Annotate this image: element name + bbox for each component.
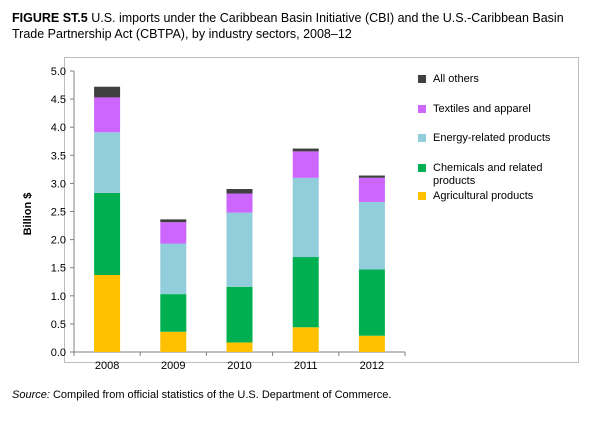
legend-item: Chemicals and related products [418,162,573,188]
y-tick-label: 0.5 [51,319,66,331]
y-tick-label: 2.5 [51,207,66,219]
y-axis-label: Billion $ [22,192,34,236]
y-tick-label: 3.5 [51,150,66,162]
y-tick-label: 1.5 [51,263,66,275]
legend-swatch [418,164,426,172]
x-tick-label: 2011 [294,360,318,372]
legend-swatch [418,75,426,83]
bar-segment [292,327,319,352]
bar-segment [226,286,253,343]
legend-item: Energy-related products [418,132,573,145]
bar-segment [292,257,319,328]
legend-item: Agricultural products [418,190,573,203]
x-tick-label: 2008 [95,360,119,372]
bar-segment [226,212,253,287]
bar-segment [160,294,187,332]
legend-label: Chemicals and related products [433,162,543,187]
bar-segment [226,193,253,213]
legend-swatch [418,134,426,142]
bar-segment [292,177,319,258]
y-tick-label: 3.0 [51,178,66,190]
source-note: Source: Compiled from official statistic… [12,389,391,401]
legend-label: Agricultural products [433,190,534,202]
legend-swatch [418,192,426,200]
y-tick-label: 4.5 [51,94,66,106]
bar-segment [358,335,385,352]
x-tick-label: 2012 [360,360,384,372]
bar-segment [226,189,253,194]
bar-segment [160,222,187,244]
bar-segment [94,192,121,276]
y-tick-label: 0.0 [51,347,66,359]
source-text: Compiled from official statistics of the… [52,389,392,401]
bar-segment [160,219,187,223]
legend-label: Textiles and apparel [433,103,531,115]
chart-frame [64,57,579,363]
y-tick-label: 1.0 [51,291,66,303]
legend-item: Textiles and apparel [418,103,573,116]
bar-segment [94,97,121,133]
x-tick-label: 2010 [227,360,251,372]
bar-segment [94,132,121,193]
legend-label: All others [433,73,479,85]
bar-segment [358,175,385,178]
figure-title-text: U.S. imports under the Caribbean Basin I… [12,11,564,41]
chart-title: FIGURE ST.5 U.S. imports under the Carib… [12,10,572,42]
bar-segment [94,86,121,98]
bar-segment [94,275,121,352]
legend-label: Energy-related products [433,132,551,144]
y-tick-label: 4.0 [51,122,66,134]
bar-segment [292,148,319,152]
bar-segment [292,151,319,178]
source-label: Source: [12,389,50,401]
legend-item: All others [418,73,573,86]
y-tick-label: 2.0 [51,235,66,247]
bar-segment [226,342,253,352]
bar-segment [358,201,385,270]
bar-segment [160,243,187,295]
bar-segment [358,269,385,336]
bar-segment [160,331,187,352]
y-tick-label: 5.0 [51,66,66,78]
legend-swatch [418,105,426,113]
x-tick-label: 2009 [161,360,185,372]
figure-label: FIGURE ST.5 [12,11,88,25]
bar-segment [358,177,385,202]
